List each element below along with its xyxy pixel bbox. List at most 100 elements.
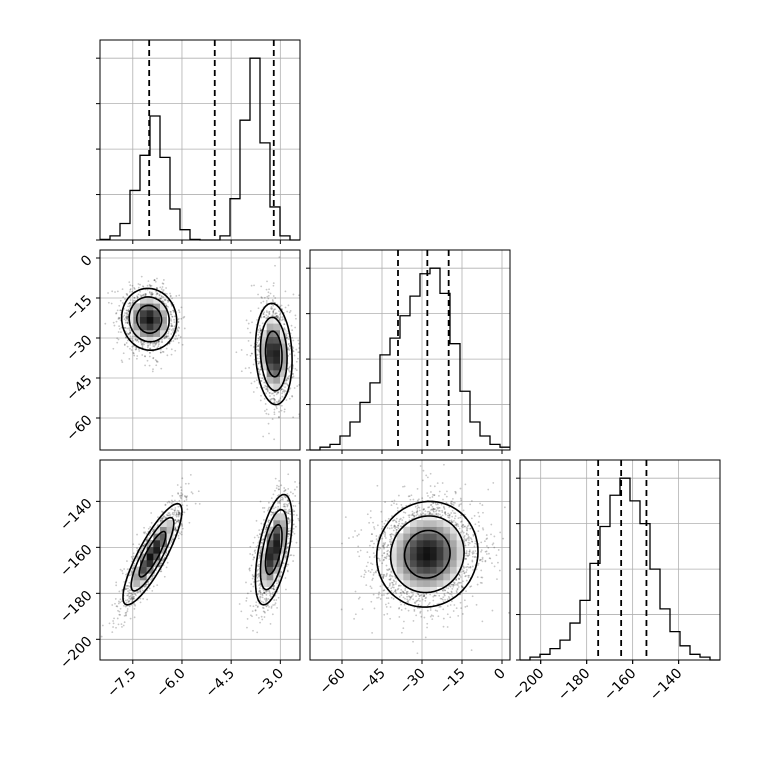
sample-point	[260, 380, 263, 382]
sample-point	[383, 558, 385, 561]
sample-point	[150, 579, 153, 581]
sample-point	[354, 613, 357, 616]
sample-point	[256, 341, 259, 344]
sample-point	[463, 534, 466, 537]
sample-point	[272, 310, 275, 313]
sample-point	[125, 611, 128, 614]
sample-point	[285, 550, 288, 553]
sample-point	[257, 563, 260, 566]
sample-point	[435, 509, 438, 512]
sample-point	[371, 579, 374, 581]
density-cell	[153, 296, 161, 304]
sample-point	[428, 512, 431, 515]
sample-point	[171, 315, 174, 318]
sample-point	[455, 607, 458, 610]
sample-point	[407, 601, 410, 603]
density-cell	[430, 546, 437, 554]
sample-point	[178, 499, 181, 502]
sample-point	[467, 563, 470, 566]
sample-point	[454, 515, 457, 517]
sample-point	[118, 325, 121, 328]
sample-point	[139, 590, 142, 593]
density-cell	[266, 376, 274, 384]
density-cell	[146, 540, 154, 547]
sample-point	[163, 336, 166, 339]
density-cell	[436, 560, 444, 567]
sample-point	[178, 513, 180, 516]
sample-point	[271, 593, 274, 596]
sample-point	[167, 301, 169, 303]
sample-point	[123, 318, 126, 321]
sample-point	[437, 513, 440, 515]
sample-point	[126, 322, 129, 324]
sample-point	[169, 313, 172, 315]
sample-point	[274, 477, 277, 480]
sample-point	[159, 351, 162, 354]
sample-point	[260, 522, 263, 525]
sample-point	[456, 582, 459, 585]
sample-point	[482, 511, 484, 514]
density-cell	[410, 573, 417, 581]
sample-point	[424, 636, 427, 639]
sample-point	[392, 579, 395, 582]
sample-point	[447, 512, 450, 515]
contour-level-1	[136, 304, 163, 334]
hist-bin	[660, 609, 670, 660]
sample-point	[136, 338, 139, 341]
sample-point	[155, 341, 158, 344]
sample-point	[181, 343, 184, 346]
sample-point	[161, 517, 164, 520]
sample-point	[129, 331, 132, 334]
sample-point	[126, 345, 129, 348]
sample-point	[390, 543, 392, 546]
sample-point	[257, 337, 260, 340]
density-cell	[436, 573, 444, 581]
sample-point	[177, 341, 180, 344]
sample-point	[186, 495, 189, 498]
sample-point	[152, 357, 155, 360]
sample-point	[482, 528, 485, 531]
sample-point	[263, 296, 266, 299]
sample-point	[266, 590, 268, 593]
sample-point	[263, 592, 265, 594]
sample-point	[161, 341, 164, 343]
density-cell	[430, 520, 437, 527]
density-cell	[133, 303, 141, 311]
sample-point	[163, 337, 166, 340]
density-cell	[146, 323, 154, 331]
sample-point	[263, 397, 266, 400]
sample-point	[366, 513, 369, 516]
sample-point	[286, 499, 289, 502]
sample-point	[416, 507, 419, 510]
density-cell	[266, 560, 274, 567]
sample-point	[462, 565, 465, 568]
sample-point	[411, 514, 413, 517]
sample-point	[375, 538, 378, 541]
density-cell	[430, 533, 437, 541]
sample-point	[476, 564, 479, 567]
density-cell	[266, 350, 274, 357]
sample-point	[117, 602, 120, 605]
hist-bin	[240, 120, 250, 240]
sample-point	[127, 592, 130, 595]
sample-point	[150, 292, 153, 294]
sample-point	[470, 499, 473, 502]
contour-level-1	[264, 330, 283, 378]
sample-point	[288, 502, 290, 505]
sample-point	[283, 487, 286, 489]
density-cell	[410, 520, 417, 527]
sample-point	[175, 511, 178, 514]
sample-point	[156, 360, 159, 363]
sample-point	[139, 294, 142, 297]
sample-point	[156, 293, 159, 295]
sample-point	[448, 516, 451, 519]
sample-point	[282, 390, 284, 393]
sample-point	[117, 318, 120, 320]
sample-point	[446, 605, 449, 607]
sample-point	[388, 568, 391, 571]
sample-point	[380, 527, 383, 530]
hist-panel-1	[96, 39, 301, 244]
sample-point	[146, 359, 149, 362]
sample-point	[180, 489, 183, 491]
density-cell	[153, 560, 161, 567]
